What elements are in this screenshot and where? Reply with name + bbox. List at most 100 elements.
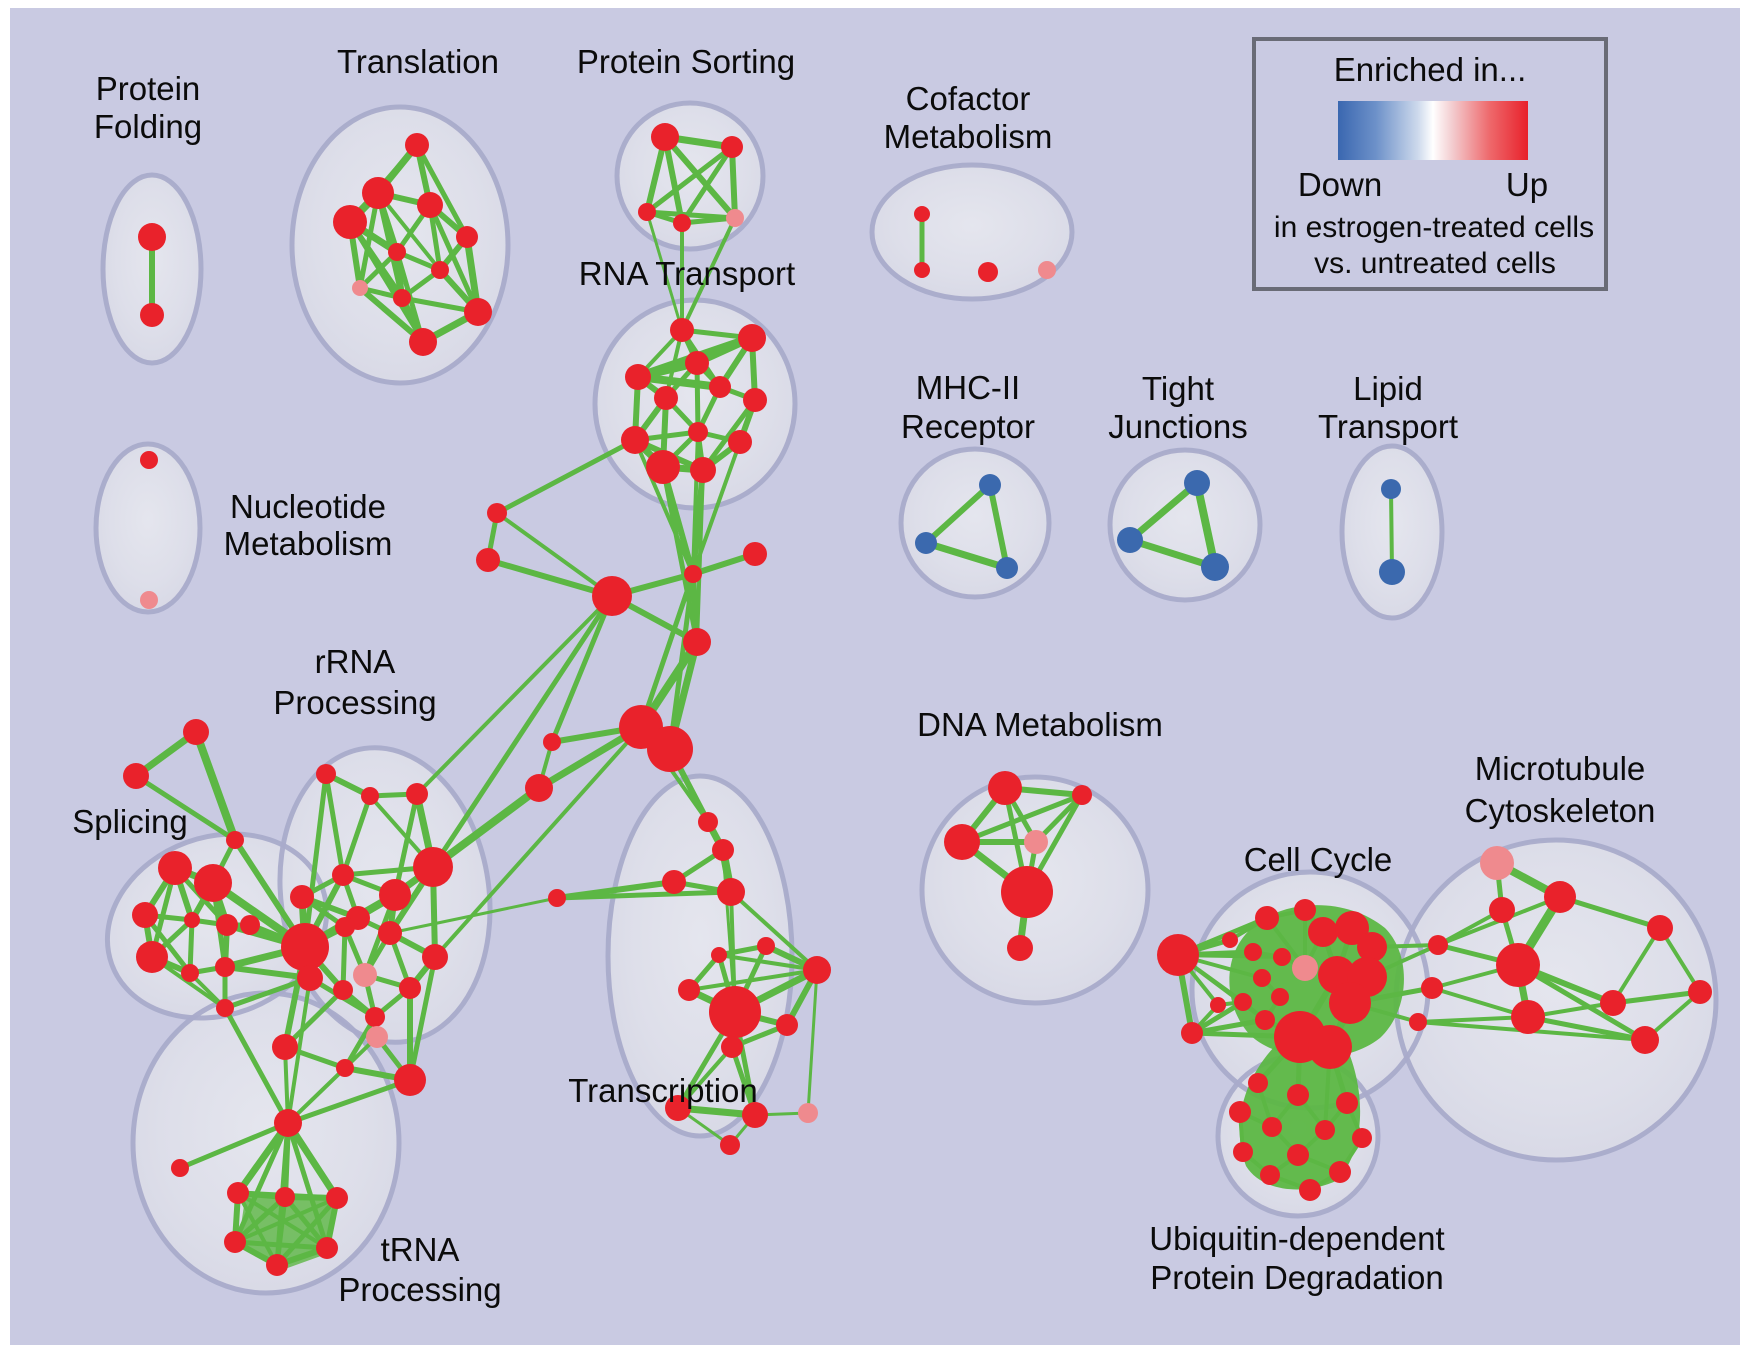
gene-set-node-mt5 bbox=[1647, 915, 1673, 941]
network-edge bbox=[660, 464, 700, 645]
gene-set-node-sp9 bbox=[216, 999, 234, 1017]
gene-set-node-dm3 bbox=[944, 824, 980, 860]
gene-set-node-tx13 bbox=[742, 1102, 768, 1128]
gene-set-node-pf2 bbox=[140, 303, 164, 327]
network-edge bbox=[638, 571, 696, 730]
gene-set-node-ps4 bbox=[673, 214, 691, 232]
network-edge bbox=[1416, 1015, 1530, 1024]
gene-set-node-t5 bbox=[388, 243, 406, 261]
gene-set-node-cc6 bbox=[1271, 988, 1289, 1006]
legend: Enriched in... Down Up in estrogen-treat… bbox=[1252, 37, 1608, 291]
transcription-group-ellipse bbox=[608, 776, 792, 1136]
gene-set-node-cf3 bbox=[978, 262, 998, 282]
gene-set-node-t3 bbox=[417, 192, 443, 218]
gene-set-node-rt1 bbox=[670, 318, 694, 342]
gene-set-node-sp12 bbox=[240, 915, 260, 935]
gene-set-node-rr10 bbox=[422, 944, 448, 970]
cluster-label-cell-cycle: Cell Cycle bbox=[1244, 841, 1393, 878]
network-edge bbox=[133, 773, 238, 843]
gene-set-node-cc16 bbox=[1210, 997, 1226, 1013]
network-edge bbox=[676, 1045, 734, 1110]
gene-set-node-rr5 bbox=[332, 864, 354, 886]
gene-set-node-tx5 bbox=[757, 937, 775, 955]
gene-set-node-rt10 bbox=[728, 430, 752, 454]
cluster-label-cofactor-metabolism: Cofactor Metabolism bbox=[884, 80, 1053, 155]
gene-set-node-ub6 bbox=[1315, 1120, 1335, 1140]
network-edge bbox=[427, 202, 481, 315]
gene-set-node-rr6 bbox=[413, 847, 453, 887]
network-edge bbox=[495, 511, 614, 598]
cofactor-metabolism-group-outline bbox=[869, 162, 1075, 302]
gene-set-node-rr12 bbox=[353, 963, 377, 987]
network-edge bbox=[923, 482, 993, 546]
network-edge bbox=[177, 1120, 291, 1171]
network-edge bbox=[415, 594, 614, 796]
gene-set-node-tn8 bbox=[266, 1254, 288, 1276]
gene-set-node-rt12 bbox=[690, 457, 716, 483]
network-edge bbox=[285, 1120, 330, 1251]
gene-set-node-pf1 bbox=[138, 223, 166, 251]
gene-set-node-rt6 bbox=[654, 386, 678, 410]
nucleotide-metabolism-group-outline bbox=[93, 441, 203, 615]
network-edge bbox=[302, 771, 329, 950]
cluster-label-splicing: Splicing bbox=[72, 803, 188, 840]
gene-set-node-sp8 bbox=[215, 957, 235, 977]
network-edge bbox=[1389, 487, 1394, 574]
gene-set-node-C1 bbox=[684, 565, 702, 583]
gene-set-node-mh1 bbox=[979, 474, 1001, 496]
gene-set-node-ub5 bbox=[1262, 1117, 1282, 1137]
gene-set-node-rr14 bbox=[333, 980, 353, 1000]
gene-set-node-e2 bbox=[525, 774, 553, 802]
network-edge bbox=[433, 725, 643, 959]
gene-set-node-sp10 bbox=[281, 923, 329, 971]
gene-set-node-t2 bbox=[362, 177, 394, 209]
cluster-label-trna-processing: tRNA Processing bbox=[338, 1231, 501, 1308]
gene-set-node-tg1 bbox=[183, 719, 209, 745]
gene-set-node-rt7 bbox=[743, 388, 767, 412]
network-edge bbox=[282, 1194, 330, 1251]
gene-set-node-cf4 bbox=[1038, 261, 1056, 279]
cluster-label-lipid-transport: Lipid Transport bbox=[1318, 370, 1458, 445]
gene-set-node-tx9 bbox=[709, 986, 761, 1038]
network-edge bbox=[679, 144, 735, 226]
gene-set-node-tn7 bbox=[316, 1237, 338, 1259]
gene-set-node-tn3 bbox=[227, 1182, 249, 1204]
gene-set-node-mt4 bbox=[1511, 1000, 1545, 1034]
gene-set-node-mt6 bbox=[1631, 1026, 1659, 1054]
cluster-label-nucleotide-metabolism: Nucleotide Metabolism bbox=[224, 488, 393, 562]
network-edge bbox=[1126, 536, 1219, 571]
gene-set-node-mt3 bbox=[1600, 990, 1626, 1016]
gene-set-node-cc9 bbox=[1308, 917, 1338, 947]
gene-set-node-tj2 bbox=[1117, 527, 1143, 553]
gene-set-node-rt8 bbox=[621, 426, 649, 454]
gene-set-node-tx8 bbox=[803, 956, 831, 984]
lipid-transport-group-outline bbox=[1339, 443, 1445, 621]
network-edge bbox=[549, 593, 615, 745]
gene-set-node-sp2 bbox=[194, 864, 232, 902]
gene-set-node-C3 bbox=[743, 542, 767, 566]
gene-set-node-ccP bbox=[1292, 955, 1318, 981]
gene-set-node-ps1 bbox=[651, 123, 679, 151]
gene-set-node-ccJ3 bbox=[1409, 1013, 1427, 1031]
gene-set-node-t4 bbox=[333, 205, 367, 239]
network-edge bbox=[232, 1120, 291, 1245]
gene-set-node-ccJ1 bbox=[1428, 935, 1448, 955]
dna-metabolism-group-outline bbox=[919, 774, 1151, 1006]
gene-set-node-nm2 bbox=[140, 591, 158, 609]
network-edge bbox=[1610, 989, 1703, 1006]
network-edge bbox=[1525, 1014, 1648, 1043]
gene-set-node-cc4 bbox=[1273, 948, 1291, 966]
network-edge bbox=[233, 1196, 339, 1244]
gene-set-node-mtP bbox=[1480, 846, 1514, 880]
network-edge bbox=[192, 728, 239, 844]
gene-set-node-ccJ2 bbox=[1421, 977, 1443, 999]
gene-set-node-t11 bbox=[409, 328, 437, 356]
network-edge bbox=[222, 1005, 291, 1126]
cluster-labels: Protein Folding Translation Protein Sorting… bbox=[72, 43, 1655, 1308]
cluster-label-translation: Translation bbox=[337, 43, 499, 80]
network-edge bbox=[285, 1077, 413, 1126]
network-edge bbox=[554, 889, 734, 901]
network-edge bbox=[1193, 479, 1219, 571]
